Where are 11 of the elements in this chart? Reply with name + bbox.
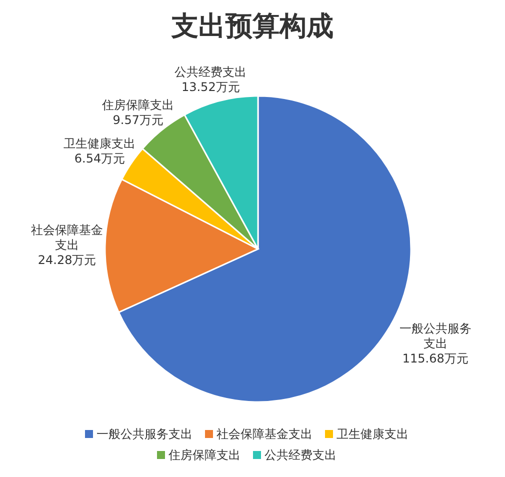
legend-label: 一般公共服务支出 <box>96 426 192 443</box>
data-label: 住房保障支出 9.57万元 <box>101 98 174 128</box>
data-label: 一般公共服务支出 115.68万元 <box>399 322 472 366</box>
legend-label: 卫生健康支出 <box>336 426 408 443</box>
chart-title: 支出预算构成 <box>170 10 334 44</box>
data-label: 公共经费支出 13.52万元 <box>174 64 247 94</box>
data-label: 社会保障基金支出 24.28万元 <box>31 222 104 267</box>
data-label: 卫生健康支出 6.54万元 <box>64 136 136 166</box>
legend-label: 住房保障支出 <box>168 447 240 464</box>
legend-label: 社会保障基金支出 <box>216 426 312 443</box>
legend-label: 公共经费支出 <box>264 447 336 464</box>
